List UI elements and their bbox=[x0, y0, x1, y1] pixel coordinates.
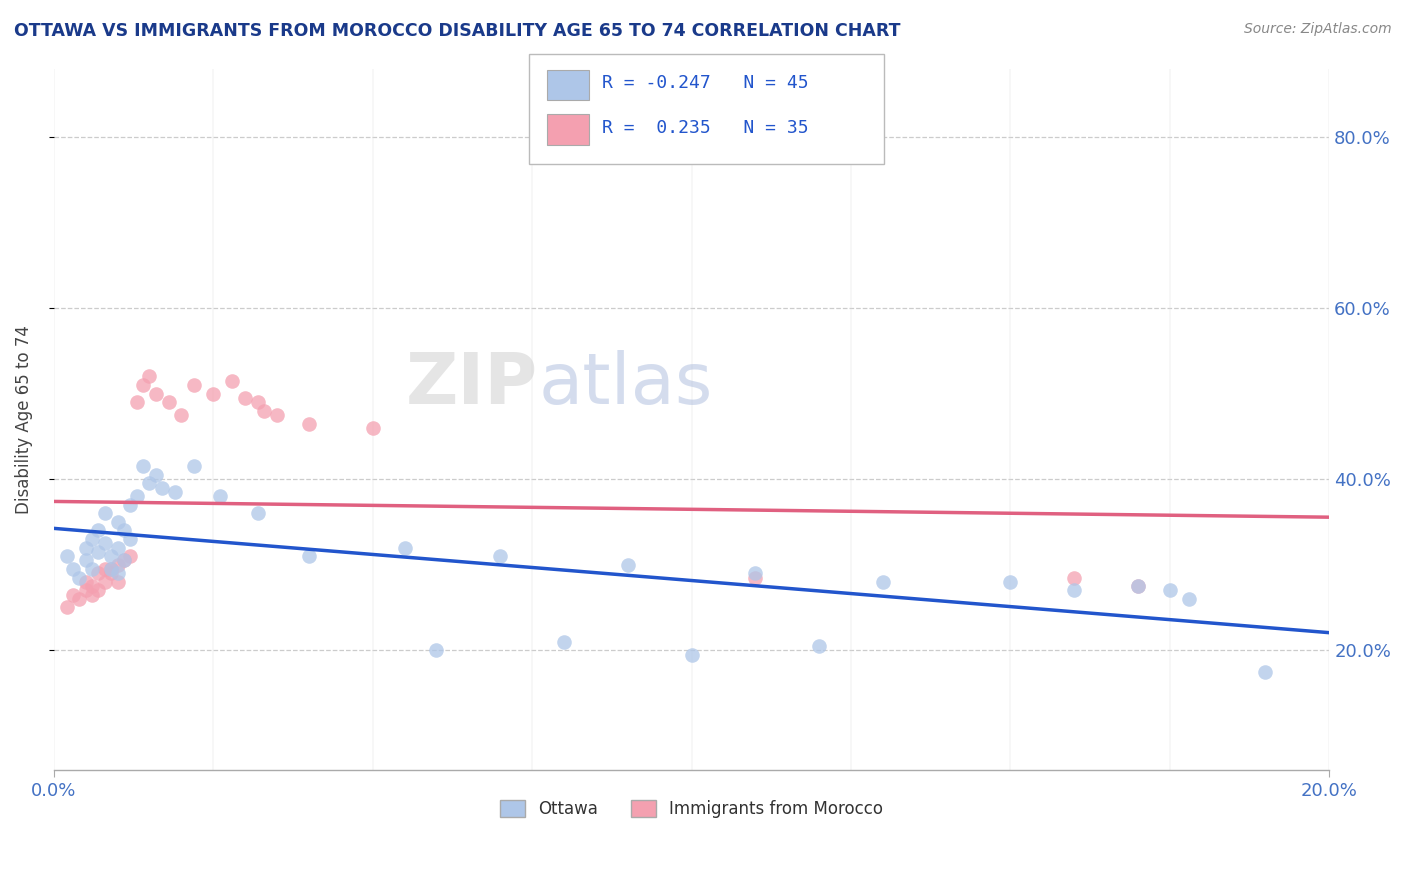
Point bbox=[808, 639, 831, 653]
Point bbox=[157, 395, 180, 409]
Point bbox=[132, 378, 155, 392]
Point bbox=[87, 583, 110, 598]
Point bbox=[125, 395, 148, 409]
Point bbox=[1126, 579, 1149, 593]
Point bbox=[1159, 583, 1181, 598]
Point bbox=[138, 476, 160, 491]
Point bbox=[107, 558, 129, 572]
Point bbox=[361, 421, 384, 435]
Point bbox=[138, 369, 160, 384]
Point bbox=[107, 541, 129, 555]
Point bbox=[553, 634, 575, 648]
Point bbox=[170, 408, 193, 422]
Point bbox=[94, 507, 117, 521]
Point bbox=[681, 648, 703, 662]
Point bbox=[75, 574, 97, 589]
Point bbox=[253, 403, 276, 417]
Point bbox=[125, 489, 148, 503]
Point bbox=[87, 545, 110, 559]
Text: ZIP: ZIP bbox=[406, 350, 538, 418]
Point bbox=[67, 570, 90, 584]
Text: R =  0.235   N = 35: R = 0.235 N = 35 bbox=[602, 119, 808, 136]
Point bbox=[94, 536, 117, 550]
Point bbox=[298, 417, 321, 431]
Point bbox=[100, 562, 122, 576]
Point bbox=[202, 386, 225, 401]
Y-axis label: Disability Age 65 to 74: Disability Age 65 to 74 bbox=[15, 325, 32, 514]
Point bbox=[744, 566, 766, 581]
Point bbox=[266, 408, 288, 422]
Point bbox=[221, 374, 243, 388]
Point bbox=[82, 532, 104, 546]
Point bbox=[75, 553, 97, 567]
Point bbox=[145, 386, 167, 401]
Point bbox=[183, 378, 205, 392]
Point bbox=[1000, 574, 1022, 589]
Text: OTTAWA VS IMMIGRANTS FROM MOROCCO DISABILITY AGE 65 TO 74 CORRELATION CHART: OTTAWA VS IMMIGRANTS FROM MOROCCO DISABI… bbox=[14, 22, 901, 40]
Point bbox=[1063, 583, 1085, 598]
Point bbox=[107, 515, 129, 529]
Point bbox=[489, 549, 512, 563]
Point bbox=[55, 549, 77, 563]
Point bbox=[132, 459, 155, 474]
Point bbox=[62, 588, 84, 602]
Point bbox=[107, 566, 129, 581]
Point bbox=[246, 395, 269, 409]
Point bbox=[82, 588, 104, 602]
Point bbox=[112, 553, 135, 567]
Point bbox=[87, 524, 110, 538]
Point bbox=[208, 489, 231, 503]
Point bbox=[100, 549, 122, 563]
Legend: Ottawa, Immigrants from Morocco: Ottawa, Immigrants from Morocco bbox=[494, 793, 890, 825]
Point bbox=[163, 485, 186, 500]
Point bbox=[120, 532, 142, 546]
Point bbox=[1254, 665, 1277, 679]
Point bbox=[75, 583, 97, 598]
Point bbox=[145, 467, 167, 482]
Point bbox=[425, 643, 447, 657]
Point bbox=[233, 391, 256, 405]
Point bbox=[100, 566, 122, 581]
Point bbox=[744, 570, 766, 584]
Point bbox=[112, 553, 135, 567]
Point bbox=[1178, 591, 1201, 606]
Point bbox=[55, 600, 77, 615]
Point bbox=[120, 498, 142, 512]
Point bbox=[62, 562, 84, 576]
Point bbox=[100, 562, 122, 576]
Point bbox=[67, 591, 90, 606]
Point bbox=[75, 541, 97, 555]
Point bbox=[94, 562, 117, 576]
Point bbox=[872, 574, 894, 589]
Point bbox=[1126, 579, 1149, 593]
Point bbox=[94, 574, 117, 589]
Point bbox=[246, 507, 269, 521]
Point bbox=[616, 558, 638, 572]
Point bbox=[183, 459, 205, 474]
Point bbox=[82, 562, 104, 576]
Point bbox=[87, 566, 110, 581]
Point bbox=[112, 524, 135, 538]
Point bbox=[150, 481, 173, 495]
Point bbox=[120, 549, 142, 563]
Text: Source: ZipAtlas.com: Source: ZipAtlas.com bbox=[1244, 22, 1392, 37]
Point bbox=[298, 549, 321, 563]
Point bbox=[107, 574, 129, 589]
Point bbox=[82, 579, 104, 593]
Point bbox=[394, 541, 416, 555]
Point bbox=[1063, 570, 1085, 584]
Text: atlas: atlas bbox=[538, 350, 713, 418]
Text: R = -0.247   N = 45: R = -0.247 N = 45 bbox=[602, 74, 808, 92]
